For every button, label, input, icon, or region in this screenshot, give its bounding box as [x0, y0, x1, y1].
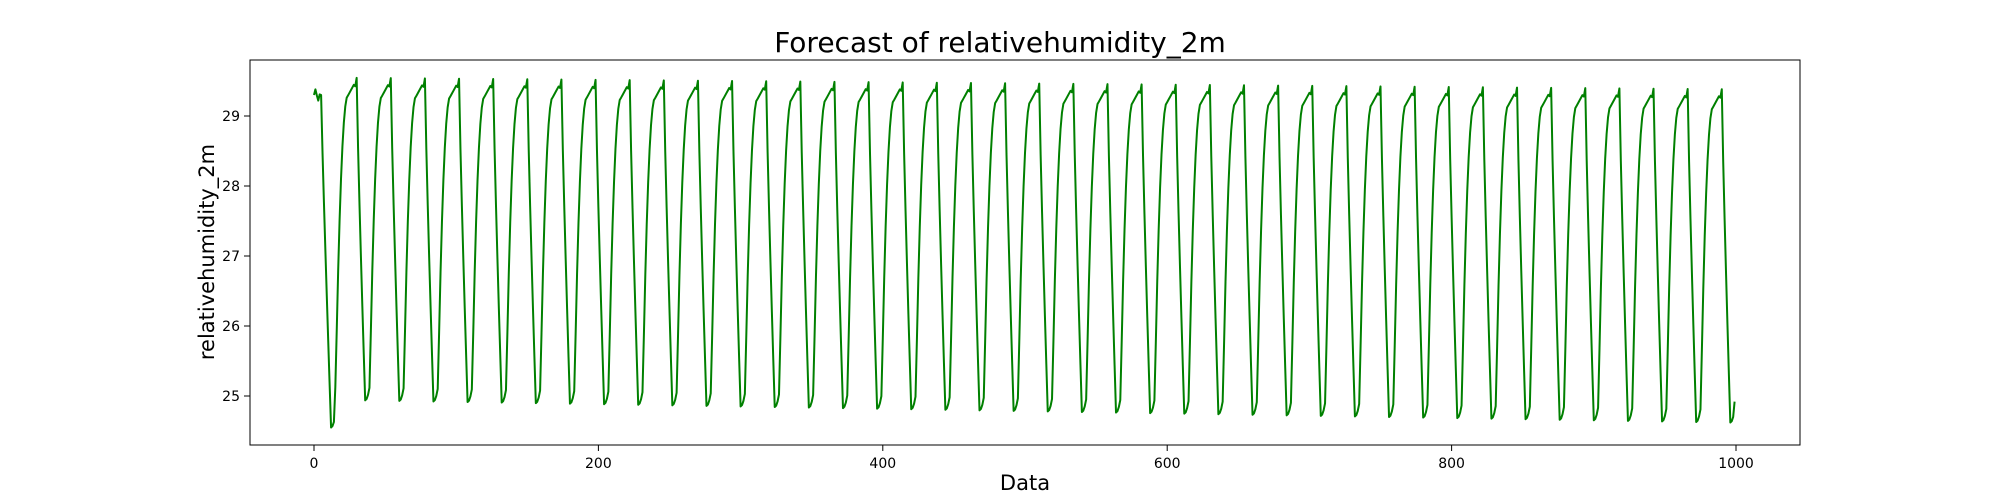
y-tick-label: 29 — [222, 109, 240, 125]
x-axis-label: Data — [1000, 471, 1050, 495]
y-tick-label: 27 — [222, 249, 240, 265]
y-axis-label: relativehumidity_2m — [195, 144, 220, 360]
y-tick-label: 26 — [222, 319, 240, 335]
chart-title: Forecast of relativehumidity_2m — [774, 26, 1226, 59]
series-line — [313, 76, 1736, 429]
y-tick-label: 25 — [222, 389, 240, 405]
x-tick-label: 800 — [1438, 456, 1465, 472]
x-tick-label: 0 — [310, 456, 319, 472]
y-tick-label: 28 — [222, 179, 240, 195]
plot-frame — [249, 59, 1801, 446]
x-tick-label: 200 — [585, 456, 612, 472]
x-tick-label: 400 — [869, 456, 896, 472]
x-tick-label: 1000 — [1718, 456, 1754, 472]
x-axis: 0 200 400 600 800 1000 — [310, 445, 1754, 472]
x-tick-label: 600 — [1154, 456, 1181, 472]
y-axis: 25 26 27 28 29 — [222, 109, 250, 405]
